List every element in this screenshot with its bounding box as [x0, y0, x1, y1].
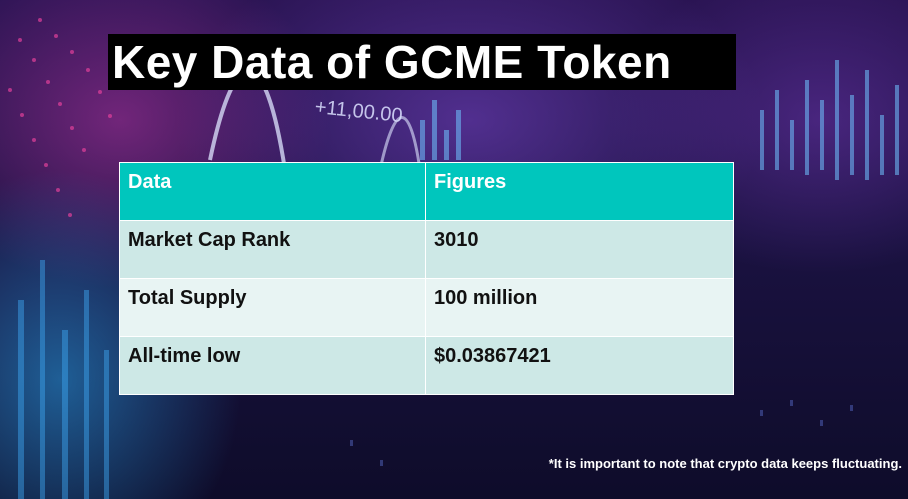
- table-cell-label: Total Supply: [119, 278, 426, 337]
- table-cell-label: Market Cap Rank: [119, 220, 426, 279]
- disclaimer-note: *It is important to note that crypto dat…: [548, 456, 902, 471]
- table-cell-value: $0.03867421: [425, 336, 734, 395]
- table-header-row: Data Figures: [119, 162, 734, 221]
- table-cell-value: 100 million: [425, 278, 734, 337]
- table-header-data: Data: [119, 162, 426, 221]
- table-row: Total Supply 100 million: [119, 278, 734, 337]
- table-row: Market Cap Rank 3010: [119, 220, 734, 279]
- key-data-table: Data Figures Market Cap Rank 3010 Total …: [119, 162, 734, 395]
- table-cell-value: 3010: [425, 220, 734, 279]
- table-header-figures: Figures: [425, 162, 734, 221]
- table-cell-label: All-time low: [119, 336, 426, 395]
- table-row: All-time low $0.03867421: [119, 336, 734, 395]
- slide-title: Key Data of GCME Token: [108, 34, 736, 90]
